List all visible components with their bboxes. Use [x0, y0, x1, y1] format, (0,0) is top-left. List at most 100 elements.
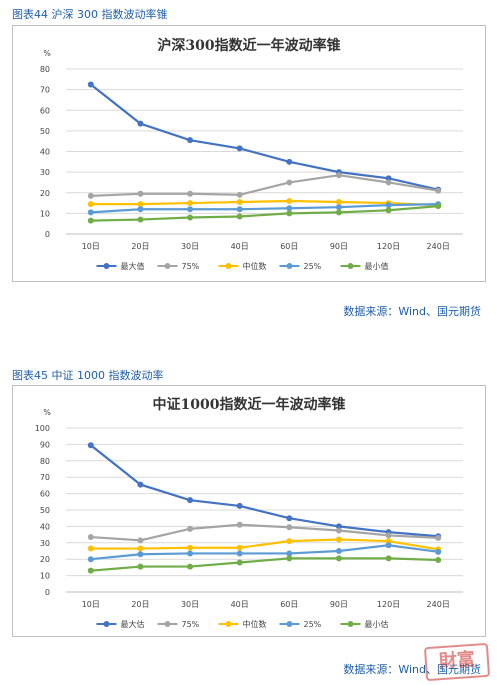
- data-point: [137, 537, 144, 544]
- data-point: [87, 567, 94, 574]
- x-tick-label: 30日: [181, 242, 199, 251]
- figure-1-source: 数据来源：Wind、国元期货: [343, 305, 481, 318]
- data-point: [187, 550, 194, 557]
- data-point: [137, 563, 144, 570]
- y-tick-label: 50: [40, 506, 50, 515]
- chart-1-container: 沪深300指数近一年波动率锥% 0 10 20 30 40 50 60 70 80 10日 20日 30…: [12, 25, 486, 282]
- legend-marker: [164, 263, 171, 269]
- data-point: [335, 199, 342, 206]
- y-tick-label: 30: [40, 539, 50, 548]
- data-point: [137, 206, 144, 213]
- y-tick-label: 40: [40, 522, 50, 531]
- legend-label: 最大估: [121, 619, 145, 629]
- data-point: [286, 555, 293, 562]
- data-point: [87, 556, 94, 563]
- data-point: [385, 179, 392, 186]
- data-point: [435, 203, 442, 210]
- x-tick-label: 30日: [181, 600, 199, 609]
- data-point: [435, 548, 442, 555]
- legend-label: 最小估: [365, 619, 389, 629]
- data-point: [236, 550, 243, 557]
- data-point: [187, 137, 194, 144]
- data-point: [87, 201, 94, 208]
- data-point: [87, 81, 94, 88]
- x-tick-label: 240日: [427, 242, 450, 251]
- data-point: [335, 204, 342, 211]
- x-tick-label: 120日: [377, 242, 400, 251]
- legend-marker: [347, 621, 354, 627]
- figure-1-caption: 图表44 沪深 300 指数波动率锥: [12, 8, 168, 21]
- y-tick-label: 100: [35, 424, 50, 433]
- x-tick-label: 10日: [82, 242, 100, 251]
- data-point: [236, 145, 243, 152]
- data-point: [137, 481, 144, 488]
- data-point: [137, 201, 144, 208]
- series-line: [90, 538, 439, 551]
- data-point: [236, 199, 243, 206]
- series-line: [90, 174, 439, 197]
- data-point: [236, 191, 243, 198]
- data-point: [187, 214, 194, 221]
- legend-marker: [286, 621, 293, 627]
- x-tick-label: 60日: [280, 600, 298, 609]
- data-point: [87, 217, 94, 224]
- data-point: [335, 209, 342, 216]
- y-tick-label: 70: [40, 86, 50, 95]
- data-point: [87, 192, 94, 199]
- legend-label: 25%: [304, 262, 322, 271]
- data-point: [137, 190, 144, 197]
- x-tick-label: 90日: [330, 242, 348, 251]
- series-line: [90, 83, 439, 191]
- y-tick-label: 30: [40, 168, 50, 177]
- series-line: [90, 523, 439, 542]
- data-point: [236, 206, 243, 213]
- y-axis-unit: %: [43, 408, 51, 417]
- data-point: [286, 524, 293, 531]
- data-point: [87, 442, 94, 449]
- data-point: [286, 538, 293, 545]
- data-point: [87, 209, 94, 216]
- data-point: [385, 538, 392, 545]
- series-line: [90, 557, 439, 572]
- data-point: [286, 515, 293, 522]
- x-tick-label: 40日: [231, 600, 249, 609]
- legend-marker: [347, 263, 354, 269]
- data-point: [236, 521, 243, 528]
- data-point: [187, 200, 194, 207]
- data-point: [87, 545, 94, 552]
- x-tick-label: 60日: [280, 242, 298, 251]
- legend-label: 75%: [182, 262, 200, 271]
- chart-title: 中证1000指数近一年波动率锥: [153, 396, 346, 413]
- chart-2-plot: 中证1000指数近一年波动率锥% 0 10 20 30 40 50 60 70 80 90 100 10…: [35, 396, 463, 629]
- data-point: [385, 202, 392, 209]
- data-point: [236, 544, 243, 551]
- data-point: [187, 525, 194, 532]
- data-point: [385, 175, 392, 182]
- data-point: [335, 536, 342, 543]
- watermark-stamp: 財富: [423, 642, 491, 682]
- series-line: [90, 205, 439, 222]
- chart-2-container: 中证1000指数近一年波动率锥% 0 10 20 30 40 50 60 70 80 90 100 10…: [12, 385, 486, 637]
- data-point: [385, 532, 392, 539]
- legend-marker: [286, 263, 293, 269]
- data-point: [335, 548, 342, 554]
- y-tick-label: 20: [40, 555, 50, 564]
- legend-label: 中位数: [243, 261, 267, 271]
- y-tick-label: 10: [40, 209, 50, 218]
- y-tick-label: 50: [40, 127, 50, 136]
- data-point: [87, 534, 94, 541]
- y-tick-label: 0: [45, 230, 50, 239]
- data-point: [335, 527, 342, 534]
- y-tick-label: 80: [40, 65, 50, 74]
- legend-marker: [225, 621, 232, 627]
- data-point: [385, 555, 392, 562]
- x-tick-label: 20日: [131, 242, 149, 251]
- figure-2-source: 数据来源：Wind、国元期货: [343, 663, 481, 676]
- data-point: [187, 497, 194, 504]
- y-tick-label: 70: [40, 473, 50, 482]
- legend-label: 75%: [182, 620, 200, 629]
- y-tick-label: 40: [40, 148, 50, 157]
- series-line: [90, 544, 439, 561]
- data-point: [137, 545, 144, 552]
- data-point: [187, 544, 194, 551]
